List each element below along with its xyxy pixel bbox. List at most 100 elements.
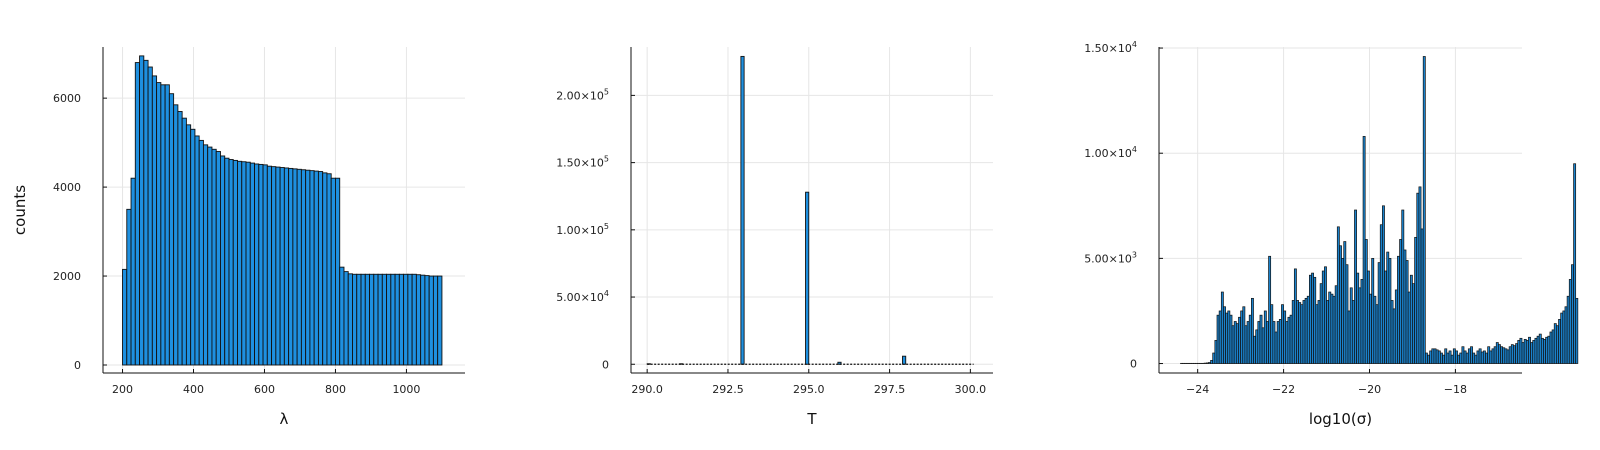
y-axis-label: counts xyxy=(11,185,29,235)
y-tick-label: 5.00×103 xyxy=(1084,250,1137,265)
x-tick-label: 200 xyxy=(112,383,133,396)
histogram-bar xyxy=(211,148,217,366)
histogram-bar xyxy=(373,273,379,366)
histogram-bar xyxy=(258,163,264,366)
histogram-bar xyxy=(173,104,179,366)
x-tick-label: −22 xyxy=(1272,383,1295,396)
histogram-bar xyxy=(279,167,285,366)
histogram-bar xyxy=(168,93,175,366)
histogram-bar xyxy=(317,171,324,366)
y-tick-label: 6000 xyxy=(53,92,81,105)
y-tick-label: 1.00×104 xyxy=(1084,145,1137,160)
histogram-bar xyxy=(437,275,443,366)
histogram-bar xyxy=(411,273,417,366)
y-tick-label: 0 xyxy=(1130,358,1137,371)
y-tick-label: 0 xyxy=(74,359,81,372)
histogram-bar xyxy=(220,155,226,366)
histogram-bar xyxy=(232,159,238,366)
histogram-bar xyxy=(356,273,362,366)
temperature-histogram-panel: 290.0 292.5 295.0 297.5 300.0 0 5.00×104 1.00×1… xyxy=(556,47,993,428)
histogram-bar xyxy=(394,273,400,366)
histogram-bar xyxy=(254,163,260,366)
x-tick-label: 300.0 xyxy=(955,383,987,396)
histogram-bar xyxy=(207,146,213,366)
histogram-bar xyxy=(902,355,907,365)
histogram-bar xyxy=(313,170,319,366)
histogram-bar xyxy=(432,275,439,366)
x-tick-label: 600 xyxy=(254,383,275,396)
x-tick-label: 1000 xyxy=(392,383,420,396)
y-tick-label: 2000 xyxy=(53,270,81,283)
histogram-bar xyxy=(292,168,298,366)
histogram-bar xyxy=(386,273,392,366)
histogram-bar xyxy=(237,160,243,366)
histogram-bar xyxy=(309,170,315,366)
x-axis-label: λ xyxy=(280,410,289,428)
y-tick-label: 4000 xyxy=(53,181,81,194)
histogram-bar xyxy=(139,55,145,366)
histogram-bar xyxy=(151,75,158,366)
histogram-bar xyxy=(428,275,434,366)
histogram-bar xyxy=(424,275,430,366)
histogram-bar xyxy=(126,208,132,366)
histogram-bar xyxy=(215,151,221,366)
histogram-bar xyxy=(164,84,170,366)
histogram-bar xyxy=(339,266,345,366)
x-tick-label: −18 xyxy=(1444,383,1467,396)
histogram-bar xyxy=(241,161,247,366)
x-tick-label: −20 xyxy=(1358,383,1381,396)
histogram-bar xyxy=(369,273,375,366)
histogram-bar xyxy=(837,361,842,365)
histogram-bar xyxy=(326,173,332,366)
histogram-bar xyxy=(343,271,349,366)
histogram-bar xyxy=(415,274,422,366)
histogram-bar xyxy=(134,62,141,366)
x-tick-label: −24 xyxy=(1186,383,1209,396)
histogram-bar xyxy=(160,84,166,366)
histogram-bar xyxy=(266,165,273,366)
histogram-bar xyxy=(805,191,810,365)
histogram-bar xyxy=(143,59,149,366)
histogram-bar xyxy=(147,66,153,366)
log-sigma-histogram-panel: −24 −22 −20 −18 0 5.00×103 1.00×104 1.50×104 log… xyxy=(1084,40,1579,428)
x-tick-label: 297.5 xyxy=(874,383,906,396)
histogram-bar xyxy=(1573,163,1577,364)
histogram-bar xyxy=(177,111,183,366)
histogram-bar xyxy=(1251,297,1254,364)
x-tick-label: 295.0 xyxy=(793,383,825,396)
histogram-bar xyxy=(1422,56,1426,364)
histogram-bar xyxy=(364,273,370,366)
histogram-bar xyxy=(275,166,281,366)
histogram-bar xyxy=(185,124,192,366)
x-axis-label: log10(σ) xyxy=(1309,410,1372,428)
histogram-bar xyxy=(381,273,388,366)
histogram-bar xyxy=(156,82,162,366)
histogram-bar xyxy=(360,273,366,366)
histogram-bar xyxy=(122,268,128,366)
histogram-bar xyxy=(190,128,196,366)
histogram-bar xyxy=(288,167,294,366)
lambda-histogram-panel: 200 400 600 800 1000 0 2000 4000 6000 λ counts xyxy=(11,47,465,428)
histogram-bar xyxy=(335,177,341,366)
y-tick-label: 1.50×104 xyxy=(1084,40,1137,55)
histogram-bar xyxy=(322,172,328,366)
histogram-bar xyxy=(296,168,302,366)
x-tick-label: 292.5 xyxy=(712,383,744,396)
histogram-bar xyxy=(228,159,234,366)
histogram-bar xyxy=(245,161,251,366)
histogram-bar xyxy=(249,162,255,366)
histogram-bar xyxy=(407,273,413,366)
histogram-bar xyxy=(224,157,230,366)
y-tick-label: 1.50×105 xyxy=(556,155,609,170)
x-tick-label: 290.0 xyxy=(631,383,663,396)
histogram-bar xyxy=(330,177,336,366)
histogram-bar xyxy=(420,274,426,366)
histogram-bar xyxy=(1575,297,1579,364)
histogram-bar xyxy=(202,144,209,366)
histogram-bar xyxy=(271,166,277,366)
histogram-bar xyxy=(352,273,358,366)
histogram-bar xyxy=(403,273,409,366)
histogram-bar xyxy=(300,169,307,366)
histogram-bar xyxy=(390,273,396,366)
